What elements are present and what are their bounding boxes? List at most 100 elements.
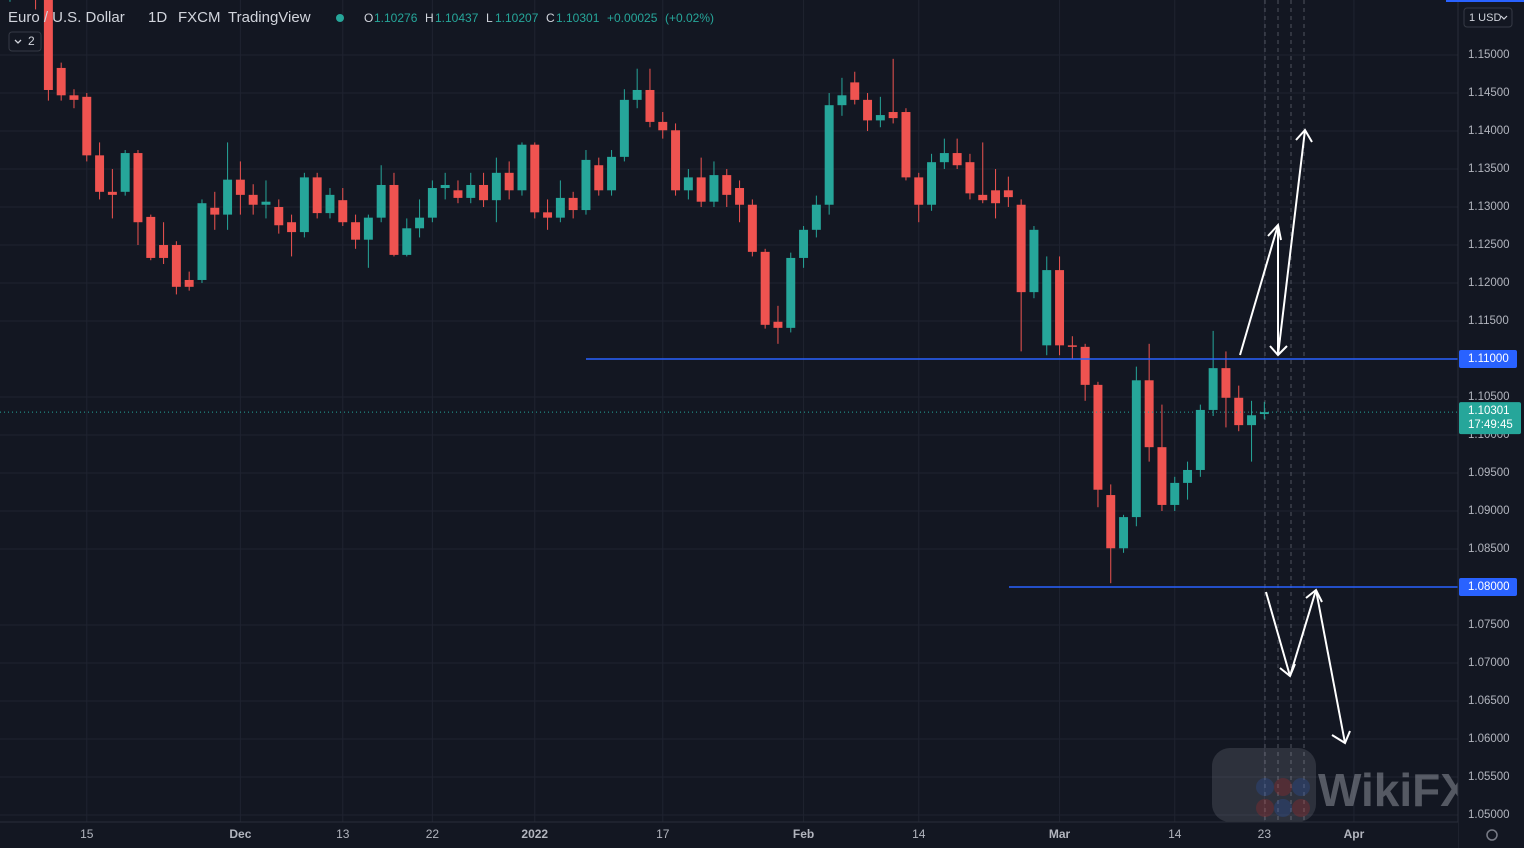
- candle-body: [427, 188, 437, 218]
- candle-body: [479, 184, 489, 201]
- candles: [9, 0, 1269, 584]
- candle-body: [210, 207, 220, 215]
- levels: [0, 358, 1458, 588]
- y-tick-label: 1.13000: [1468, 201, 1510, 213]
- candle-body: [351, 222, 361, 240]
- candle-body: [914, 177, 924, 205]
- settings-icon[interactable]: [1486, 829, 1498, 841]
- flag-icon: [1256, 799, 1274, 817]
- watermark-text: WikiFX: [1318, 764, 1471, 816]
- y-tick-label: 1.06000: [1468, 733, 1510, 745]
- change-percent: (+0.02%): [665, 11, 714, 25]
- grid: [0, 0, 1458, 822]
- x-tick-label: 13: [336, 827, 350, 841]
- x-tick-label: 15: [80, 827, 94, 841]
- flag-icon: [1292, 778, 1310, 796]
- candle-body: [1029, 229, 1039, 293]
- arrow: [1277, 129, 1306, 356]
- candle-body: [338, 200, 348, 223]
- currency: 1 USD: [1469, 12, 1501, 24]
- close-value: 1.10301: [556, 11, 600, 25]
- interval: 1D: [148, 9, 167, 26]
- candle-body: [722, 175, 732, 195]
- candle-body: [184, 279, 194, 287]
- ohlc-prefix: L: [486, 11, 493, 25]
- arrow: [1289, 589, 1317, 677]
- y-tick-label: 1.11500: [1468, 315, 1509, 327]
- candle-body: [1042, 270, 1052, 346]
- y-tick-label: 1.15000: [1468, 49, 1510, 61]
- platform: TradingView: [228, 9, 311, 26]
- candle-body: [696, 177, 706, 202]
- candle-body: [95, 155, 105, 192]
- candle-body: [773, 321, 783, 328]
- candle-body: [1080, 346, 1090, 385]
- candle-body: [325, 194, 335, 214]
- candle-body: [594, 165, 604, 191]
- arrow: [1265, 591, 1291, 677]
- candle-body: [671, 130, 681, 191]
- currency-button[interactable]: [1463, 7, 1513, 28]
- y-tick-label: 1.10500: [1468, 391, 1510, 403]
- price-label: 1.10301: [1468, 405, 1510, 417]
- candle-body: [1259, 412, 1269, 415]
- candle-body: [402, 228, 412, 255]
- arrowhead: [1295, 128, 1313, 143]
- y-tick-label: 1.09500: [1468, 467, 1510, 479]
- ohlc-prefix: H: [425, 11, 434, 25]
- candle-body: [1183, 469, 1193, 483]
- x-tick-label: Dec: [229, 827, 251, 841]
- indicator-count: 2: [28, 34, 35, 48]
- candle-body: [555, 197, 565, 218]
- candle-body: [312, 177, 322, 214]
- y-tick-label: 1.12500: [1468, 239, 1510, 251]
- candle-body: [235, 179, 245, 195]
- candle-body: [888, 112, 898, 119]
- y-tick-label: 1.06500: [1468, 695, 1510, 707]
- x-tick-label: Mar: [1049, 827, 1071, 841]
- candle-body: [1144, 380, 1154, 448]
- countdown: 17:49:45: [1468, 419, 1513, 431]
- x-tick-label: Apr: [1344, 827, 1365, 841]
- ohlc-prefix: O: [364, 11, 373, 25]
- candle-body: [1131, 380, 1141, 518]
- candle-body: [747, 204, 757, 252]
- indicator-toggle[interactable]: [8, 31, 42, 52]
- x-tick-label: 14: [1168, 827, 1182, 841]
- candle-body: [760, 251, 770, 325]
- candle-body: [440, 184, 450, 189]
- candle-body: [82, 96, 92, 156]
- arrow: [1315, 589, 1346, 744]
- candle-body: [978, 194, 988, 201]
- candle-body: [491, 172, 501, 201]
- y-tick-label: 1.13500: [1468, 163, 1510, 175]
- candle-body: [146, 216, 156, 258]
- ohlc-prefix: C: [546, 11, 555, 25]
- candle-body: [1119, 517, 1129, 549]
- candle-body: [133, 153, 143, 223]
- axis-labels: 1.05000 1.05500 1.06000 1.06500 1.07000 1.075…: [80, 49, 1509, 841]
- candle-body: [517, 144, 527, 191]
- candle-body: [504, 172, 514, 191]
- y-tick-label: 1.08500: [1468, 543, 1510, 555]
- candle-body: [376, 184, 386, 218]
- candle-body: [658, 121, 668, 131]
- candle-body: [466, 184, 476, 198]
- flag-icon: [1256, 778, 1274, 796]
- candle-body: [43, 0, 53, 90]
- candle-body: [415, 217, 425, 229]
- candle-body: [952, 153, 962, 166]
- high-value: 1.10437: [435, 11, 479, 25]
- candle-body: [1003, 190, 1013, 198]
- y-tick-label: 1.07500: [1468, 619, 1510, 631]
- candle-body: [1234, 397, 1244, 426]
- candle-body: [683, 177, 693, 191]
- x-tick-label: 23: [1258, 827, 1272, 841]
- flag-icon: [1274, 778, 1292, 796]
- candle-body: [1055, 270, 1065, 346]
- candle-body: [1067, 345, 1077, 347]
- candle-body: [939, 153, 949, 163]
- change: +0.00025: [607, 11, 658, 25]
